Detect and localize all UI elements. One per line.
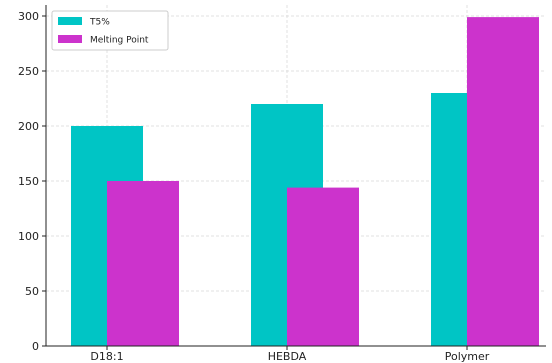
legend: T5% Melting Point — [51, 10, 169, 51]
y-tick-label: 250 — [18, 65, 39, 78]
bar-melting-point-d18-1 — [107, 181, 179, 346]
y-tick-labels: 0 50 100 150 200 250 300 — [18, 10, 39, 353]
axes — [42, 5, 546, 350]
legend-swatch-t5 — [58, 17, 82, 25]
x-tick-labels: D18:1 HEBDA Polymer — [90, 350, 489, 363]
x-tick-label: HEBDA — [268, 350, 307, 363]
x-tick-label: Polymer — [445, 350, 490, 363]
y-tick-label: 100 — [18, 230, 39, 243]
legend-swatch-melting-point — [58, 35, 82, 43]
y-tick-label: 0 — [32, 340, 39, 353]
y-tick-label: 300 — [18, 10, 39, 23]
x-tick-label: D18:1 — [90, 350, 123, 363]
y-tick-label: 50 — [25, 285, 39, 298]
legend-label-melting-point: Melting Point — [90, 36, 149, 46]
y-tick-label: 200 — [18, 120, 39, 133]
bars — [71, 17, 539, 346]
y-tick-label: 150 — [18, 175, 39, 188]
legend-label-t5: T5% — [89, 18, 110, 28]
bar-melting-point-hebda — [287, 187, 359, 346]
bar-melting-point-polymer — [467, 17, 539, 346]
